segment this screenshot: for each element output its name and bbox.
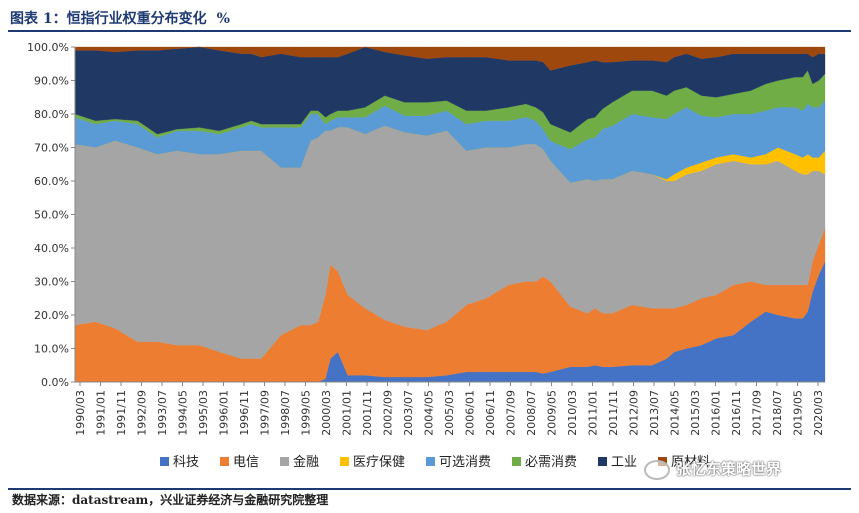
legend-swatch bbox=[598, 457, 607, 466]
x-tick-label: 2003/07 bbox=[402, 390, 415, 436]
x-tick-label: 1991/11 bbox=[115, 390, 128, 436]
y-tick-label: 90.0% bbox=[34, 75, 69, 88]
stacked-area-chart: 0.0% 10.0% 20.0% 30.0% 40.0% 50.0% 60.0% 70.0% 8… bbox=[27, 41, 826, 470]
area-series-7 bbox=[74, 46, 826, 71]
legend-swatch bbox=[280, 457, 289, 466]
legend-swatch bbox=[512, 457, 521, 466]
x-tick-label: 1994/05 bbox=[177, 390, 190, 436]
x-tick-label: 2015/03 bbox=[689, 390, 702, 436]
y-tick-label: 0.0% bbox=[41, 376, 69, 389]
data-source-note: 数据来源：datastream，兴业证券经济与金融研究院整理 bbox=[12, 493, 329, 507]
x-tick-label: 2004/05 bbox=[423, 390, 436, 436]
x-tick-label: 2018/07 bbox=[771, 390, 784, 436]
title-bar: 图表 1：恒指行业权重分布变化% bbox=[8, 4, 851, 32]
chart-title-text: 图表 1：恒指行业权重分布变化 bbox=[10, 11, 207, 27]
x-tick-label: 2000/03 bbox=[320, 390, 333, 436]
x-tick-label: 2016/11 bbox=[730, 390, 743, 436]
y-tick-label: 40.0% bbox=[34, 242, 69, 255]
x-tick-label: 2010/03 bbox=[566, 390, 579, 436]
x-tick-label: 2012/09 bbox=[628, 390, 641, 436]
x-tick-label: 2014/05 bbox=[669, 390, 682, 436]
y-tick-label: 60.0% bbox=[34, 175, 69, 188]
x-tick-label: 1995/03 bbox=[197, 390, 210, 436]
legend-swatch bbox=[220, 457, 229, 466]
x-tick-label: 1996/11 bbox=[238, 390, 251, 436]
watermark: 张忆东策略世界 bbox=[644, 458, 781, 480]
y-axis: 0.0% 10.0% 20.0% 30.0% 40.0% 50.0% 60.0% 70.0% 8… bbox=[27, 41, 76, 389]
x-tick-label: 2009/05 bbox=[546, 390, 559, 436]
legend-label: 医疗保健 bbox=[353, 455, 405, 470]
x-tick-label: 2005/03 bbox=[443, 390, 456, 436]
x-tick-label: 1997/09 bbox=[259, 390, 272, 436]
legend-label: 必需消费 bbox=[525, 455, 577, 470]
y-tick-label: 70.0% bbox=[34, 142, 69, 155]
x-tick-label: 2011/11 bbox=[607, 390, 620, 436]
x-tick-label: 2011/01 bbox=[587, 390, 600, 436]
y-tick-label: 20.0% bbox=[34, 309, 69, 322]
chart-title: 图表 1：恒指行业权重分布变化% bbox=[10, 8, 230, 28]
chart-unit: % bbox=[216, 11, 230, 27]
y-tick-label: 50.0% bbox=[34, 209, 69, 222]
x-tick-label: 2001/11 bbox=[361, 390, 374, 436]
y-tick-label: 10.0% bbox=[34, 343, 69, 356]
x-tick-label: 1991/01 bbox=[95, 390, 108, 436]
x-tick-label: 1992/09 bbox=[136, 390, 149, 436]
x-tick-label: 2008/07 bbox=[525, 390, 538, 436]
series-areas bbox=[74, 46, 826, 383]
legend-swatch bbox=[160, 457, 169, 466]
y-tick-label: 30.0% bbox=[34, 276, 69, 289]
x-tick-label: 1999/05 bbox=[300, 390, 313, 436]
x-tick-label: 2006/01 bbox=[464, 390, 477, 436]
legend-swatch bbox=[426, 457, 435, 466]
x-tick-label: 1998/07 bbox=[279, 390, 292, 436]
legend: 科技 电信 金融 医疗保健 可选消费 必需消费 工业 原材料 bbox=[160, 454, 710, 470]
y-tick-label: 100.0% bbox=[27, 41, 69, 54]
x-tick-label: 2019/05 bbox=[792, 390, 805, 436]
legend-label: 金融 bbox=[293, 454, 319, 470]
x-tick-label: 2001/01 bbox=[341, 390, 354, 436]
wechat-icon bbox=[644, 459, 670, 480]
y-tick-label: 80.0% bbox=[34, 108, 69, 121]
x-tick-label: 1993/07 bbox=[156, 390, 169, 436]
legend-label: 可选消费 bbox=[439, 455, 491, 470]
legend-label: 电信 bbox=[233, 455, 259, 470]
source-divider bbox=[8, 488, 851, 490]
x-tick-label: 2006/11 bbox=[484, 390, 497, 436]
x-tick-label: 2016/01 bbox=[710, 390, 723, 436]
x-tick-label: 2017/09 bbox=[751, 390, 764, 436]
x-tick-label: 1990/03 bbox=[74, 390, 87, 436]
legend-label: 科技 bbox=[173, 455, 199, 470]
x-tick-label: 2002/09 bbox=[382, 390, 395, 436]
legend-label: 工业 bbox=[611, 455, 637, 470]
x-tick-label: 2020/03 bbox=[812, 390, 825, 436]
x-tick-label: 2007/09 bbox=[505, 390, 518, 436]
x-tick-label: 2013/07 bbox=[648, 390, 661, 436]
watermark-text: 张忆东策略世界 bbox=[676, 460, 782, 478]
legend-swatch bbox=[340, 457, 349, 466]
x-axis: 1990/03 1991/01 1991/11 1992/09 1993/07 1994/… bbox=[74, 381, 825, 436]
x-tick-label: 1996/01 bbox=[218, 390, 231, 436]
legend-label: 原材料 bbox=[671, 455, 710, 470]
